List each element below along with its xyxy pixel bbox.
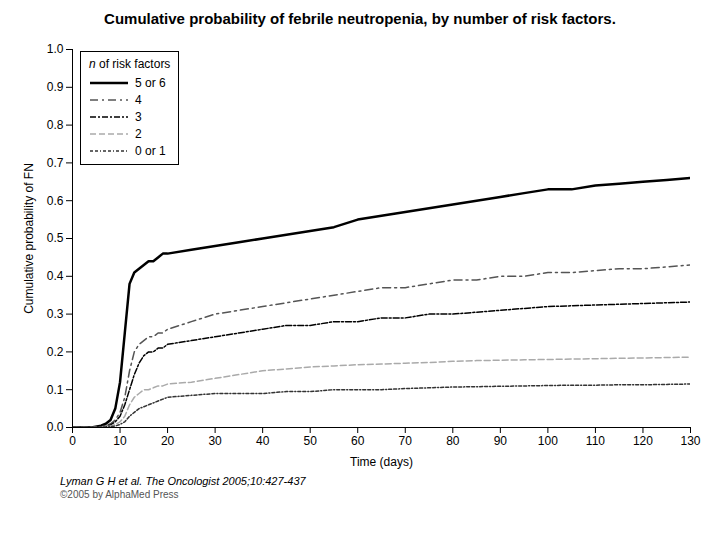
svg-text:60: 60	[351, 434, 365, 448]
svg-text:0.5: 0.5	[47, 231, 64, 245]
svg-text:110: 110	[586, 434, 605, 448]
svg-text:0.0: 0.0	[47, 420, 64, 434]
svg-text:100: 100	[538, 434, 558, 448]
svg-text:Cumulative probability of FN: Cumulative probability of FN	[22, 163, 36, 314]
svg-text:20: 20	[161, 434, 175, 448]
svg-text:0.9: 0.9	[47, 80, 64, 94]
html-text:0 or 1: 0 or 1	[135, 143, 166, 158]
svg-text:1.0: 1.0	[47, 42, 64, 56]
svg-text:70: 70	[399, 434, 413, 448]
svg-text:120: 120	[633, 434, 653, 448]
svg-text:90: 90	[494, 434, 508, 448]
html-text:2: 2	[135, 126, 142, 141]
html-text:n of risk factors: n of risk factors	[89, 57, 171, 71]
html-text:3: 3	[135, 109, 142, 124]
svg-text:10: 10	[113, 434, 127, 448]
svg-text:130: 130	[680, 434, 700, 448]
svg-text:40: 40	[256, 434, 270, 448]
svg-text:0.3: 0.3	[47, 307, 64, 321]
html-text:Cumulative probability of febr: Cumulative probability of febrile neutro…	[104, 10, 616, 27]
html-text:©2005 by AlphaMed Press: ©2005 by AlphaMed Press	[60, 489, 179, 500]
svg-text:0: 0	[69, 434, 76, 448]
svg-text:0.4: 0.4	[47, 269, 64, 283]
svg-text:0.6: 0.6	[47, 194, 64, 208]
svg-text:0.7: 0.7	[47, 156, 64, 170]
svg-text:0.1: 0.1	[47, 383, 64, 397]
html-text:Lyman G H et al. The Oncologis: Lyman G H et al. The Oncologist 2005;10:…	[60, 475, 306, 487]
svg-text:Time (days): Time (days)	[350, 455, 413, 469]
svg-text:80: 80	[446, 434, 460, 448]
svg-text:0.2: 0.2	[47, 345, 64, 359]
html-text:5 or 6: 5 or 6	[135, 75, 166, 90]
svg-text:50: 50	[304, 434, 318, 448]
svg-text:30: 30	[208, 434, 222, 448]
svg-text:0.8: 0.8	[47, 118, 64, 132]
html-text:4: 4	[135, 92, 142, 107]
